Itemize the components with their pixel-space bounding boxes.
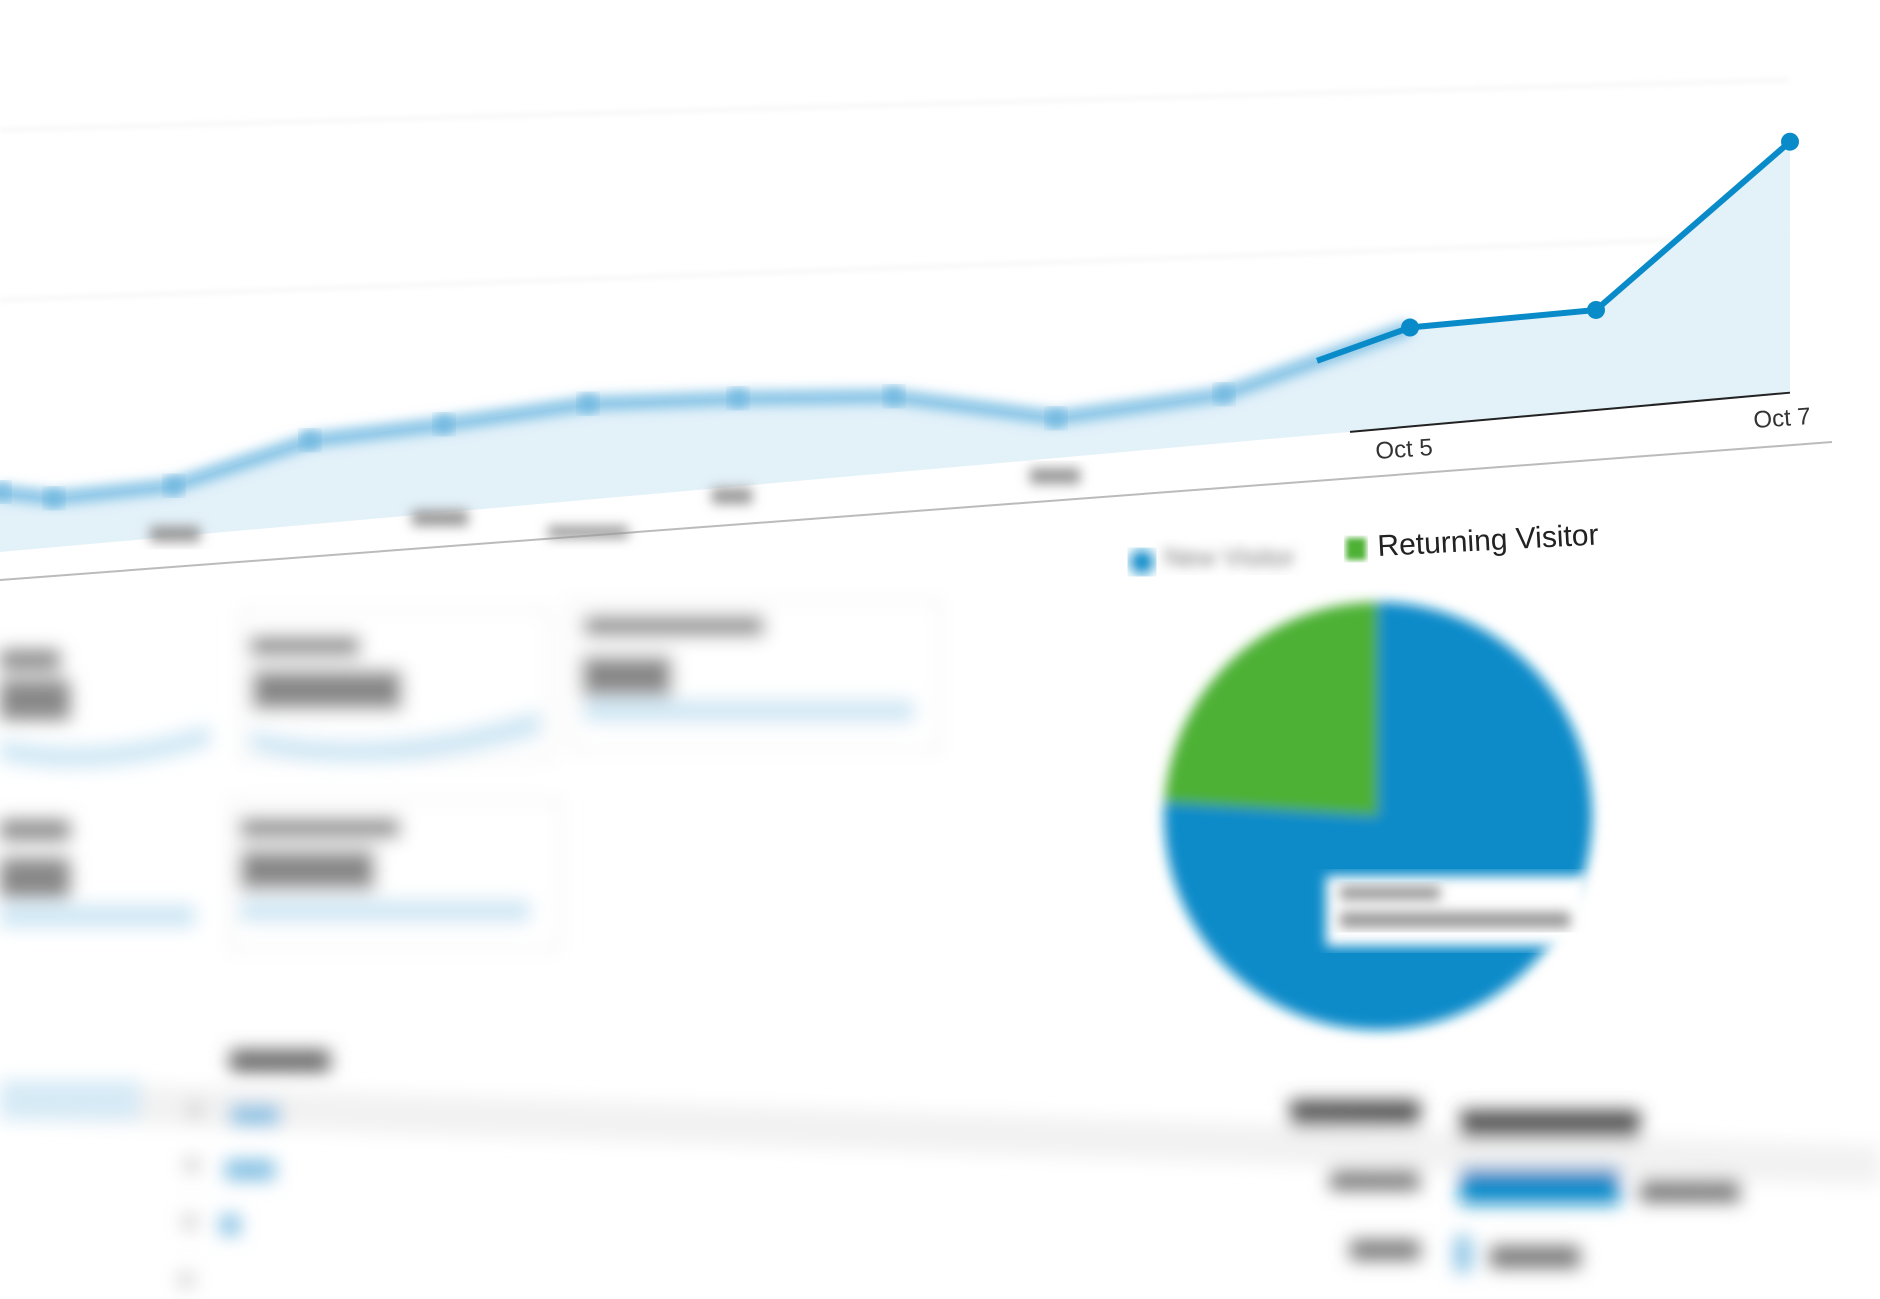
new-visitor-legend-icon (1130, 550, 1154, 574)
metric-cards (0, 598, 942, 952)
x-axis-lower (0, 441, 1833, 581)
blurred-tick-labels (150, 468, 1080, 542)
data-point[interactable] (578, 393, 598, 414)
x-tick-label: Oct 7 (1753, 403, 1812, 434)
area-fill (0, 141, 1790, 552)
data-point[interactable] (1587, 300, 1605, 319)
pie-slice-returning-visitor[interactable] (1164, 602, 1378, 816)
data-point[interactable] (1214, 384, 1234, 405)
data-point[interactable] (44, 488, 64, 509)
pie-tooltip-content (1340, 886, 1570, 928)
sessions-line-chart (0, 132, 1799, 552)
series-line (1315, 139, 1792, 364)
x-axis (1349, 391, 1791, 433)
data-point[interactable] (1781, 132, 1799, 151)
visitor-pie-chart (1163, 602, 1592, 1030)
data-point[interactable] (728, 388, 748, 409)
data-point[interactable] (1401, 318, 1419, 337)
data-point[interactable] (434, 414, 454, 435)
legend-new-visitor: New Visitor (1164, 542, 1295, 572)
data-point[interactable] (164, 475, 184, 496)
legend-returning-visitor: Returning Visitor (1377, 518, 1600, 563)
data-table (0, 1050, 1880, 1288)
returning-visitor-legend-icon (1346, 538, 1366, 560)
gridlines (0, 79, 1791, 301)
data-point[interactable] (0, 482, 10, 502)
data-point[interactable] (300, 430, 320, 451)
data-point[interactable] (1046, 408, 1066, 429)
x-tick-label: Oct 5 (1375, 434, 1434, 465)
data-point[interactable] (884, 386, 904, 407)
